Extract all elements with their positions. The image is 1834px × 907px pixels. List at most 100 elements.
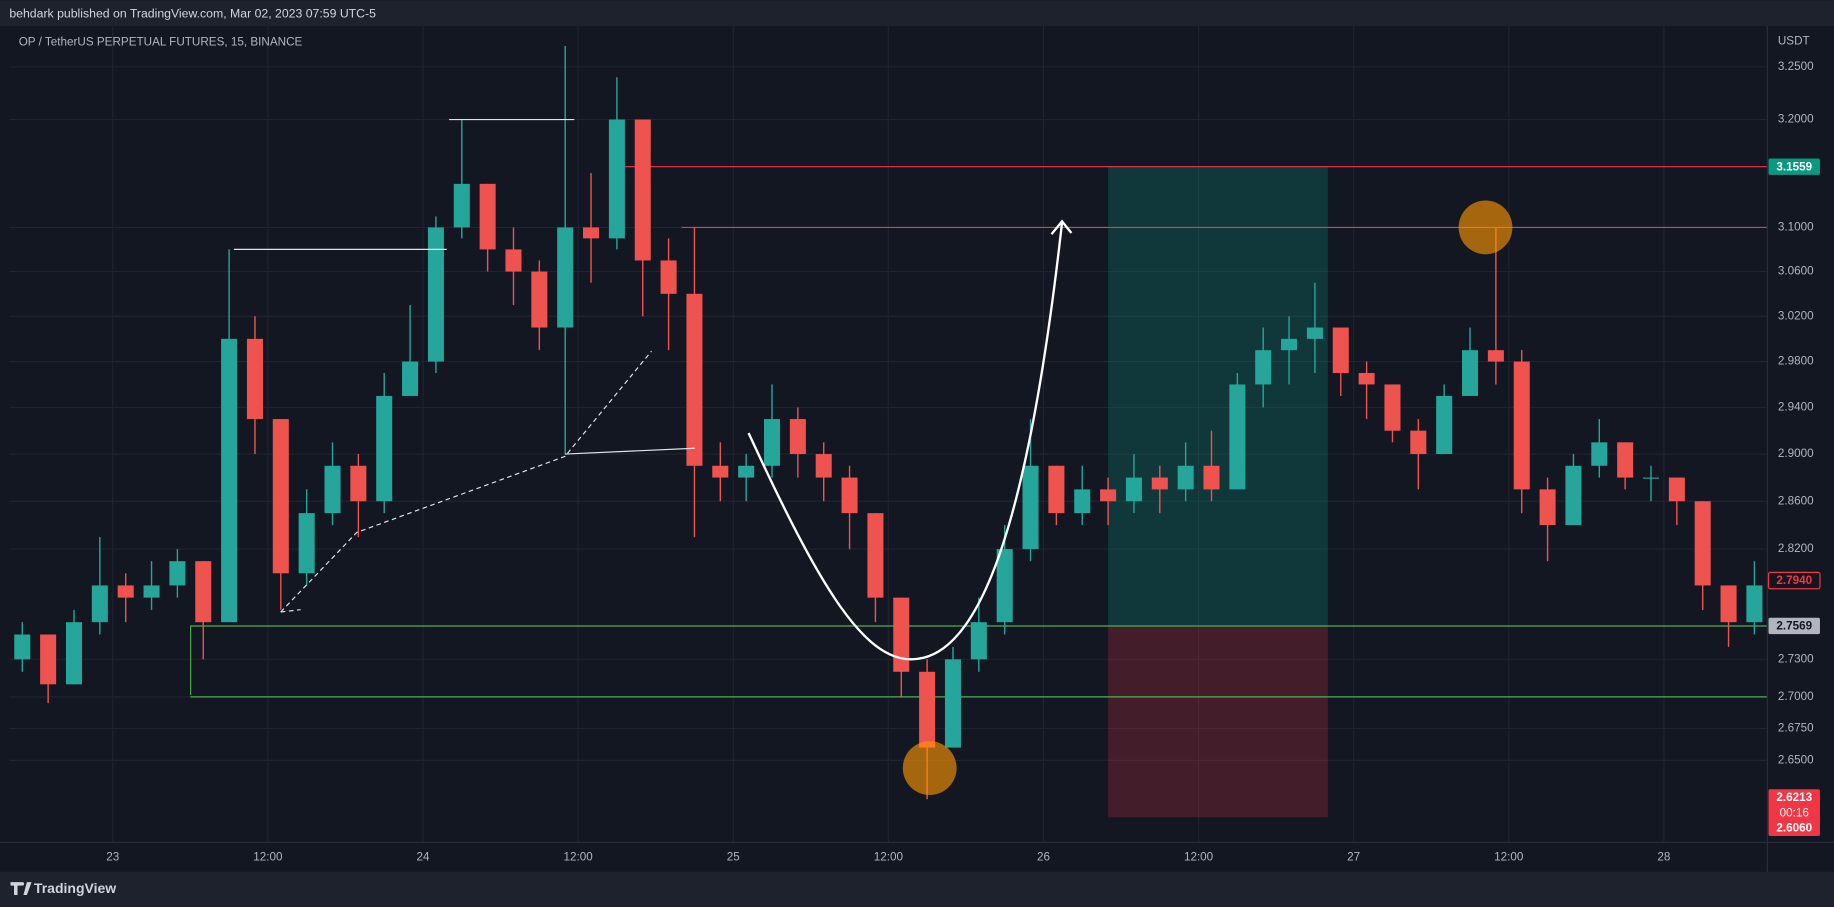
price-badge (1768, 617, 1820, 635)
profit-zone (1108, 166, 1328, 626)
candle-body (1125, 477, 1142, 502)
candle-body (246, 338, 263, 420)
candle-body (763, 419, 781, 466)
candles (14, 45, 1763, 800)
candle-body (1177, 465, 1194, 490)
y-tick-label: 2.8200 (1778, 542, 1814, 555)
y-tick-label: 2.9800 (1778, 355, 1814, 368)
price-badge-label: 2.7569 (1776, 620, 1812, 633)
header-bar (0, 0, 1834, 26)
candle-body (1668, 477, 1685, 502)
dashed-line (280, 609, 301, 613)
candle-body (841, 477, 858, 514)
x-tick-label: 28 (1657, 851, 1670, 864)
symbol-title: OP / TetherUS PERPETUAL FUTURES, 15, BIN… (19, 35, 303, 48)
candle-body (1436, 395, 1453, 455)
x-tick-label: 12:00 (874, 851, 904, 864)
y-tick-label: 3.2000 (1778, 113, 1814, 126)
candle-body (14, 634, 31, 660)
candle-body (143, 585, 160, 598)
x-tick-label: 27 (1347, 851, 1360, 864)
candle-body (1410, 430, 1427, 455)
candle-body (1306, 327, 1323, 339)
y-tick-label: 2.8600 (1778, 494, 1814, 507)
y-tick-label: 3.0600 (1778, 265, 1814, 278)
y-tick-label: 2.9400 (1778, 401, 1814, 414)
candle-body (893, 597, 910, 672)
candle-body (1462, 350, 1479, 396)
candle-body (1539, 489, 1556, 526)
candle-body (660, 260, 677, 294)
price-badge (1767, 571, 1821, 590)
candle-body (608, 119, 625, 239)
candle-body (557, 227, 574, 328)
candle-body (1591, 442, 1608, 466)
candle-body (919, 671, 936, 748)
y-tick-label: 2.7000 (1778, 690, 1814, 703)
candle-body (1281, 338, 1298, 351)
structure-lines (233, 118, 1073, 661)
candle-body (1513, 361, 1530, 490)
footer-brand: TradingView (34, 880, 116, 896)
candle-body (1255, 350, 1272, 385)
x-tick-label: 12:00 (563, 851, 593, 864)
candle-body (867, 513, 884, 598)
candle-body (1384, 384, 1401, 431)
candle-body (1332, 327, 1349, 373)
x-tick-label: 26 (1037, 851, 1050, 864)
candle-body (402, 361, 419, 396)
candle-body (40, 634, 57, 685)
x-tick-label: 25 (727, 851, 741, 864)
candle-body (1048, 465, 1065, 514)
y-tick-label: 3.2500 (1778, 60, 1814, 73)
price-badge-label: 3.1559 (1776, 160, 1812, 173)
candle-body (350, 465, 367, 502)
countdown-badge (1768, 804, 1820, 821)
candle-body (453, 183, 470, 228)
y-tick-label: 2.7300 (1778, 652, 1814, 665)
markers (902, 200, 1513, 795)
x-tick-label: 12:00 (253, 851, 283, 864)
candle-body (1694, 501, 1711, 586)
header-text: behdark published on TradingView.com, Ma… (9, 7, 376, 21)
candle-body (1617, 442, 1634, 478)
price-badge (1768, 819, 1820, 836)
candle-body (634, 119, 651, 261)
candle-body (479, 183, 496, 250)
y-tick-label: 2.9000 (1778, 447, 1814, 460)
candle-body (531, 271, 548, 328)
drawings (190, 166, 1768, 818)
candle-body (427, 227, 444, 362)
price-badge (1768, 789, 1820, 806)
candle-body (65, 622, 83, 685)
candle-body (712, 465, 729, 478)
price-badge (1768, 158, 1820, 175)
arrow-head (1050, 219, 1073, 235)
candle-body (272, 419, 289, 574)
candle-body (117, 585, 134, 598)
projection-arrow (747, 222, 1064, 661)
candle-body (1022, 465, 1039, 550)
x-tick-label: 12:00 (1494, 851, 1524, 864)
y-tick-label: 3.0200 (1778, 309, 1814, 322)
candle-body (1487, 350, 1504, 362)
candle-body (1074, 489, 1091, 514)
x-tick-label: 23 (106, 851, 119, 864)
candle-body (195, 561, 212, 623)
structure-line (564, 447, 695, 455)
candle-body (505, 249, 522, 272)
logo-icon (10, 881, 32, 896)
candle-body (970, 622, 987, 660)
candle-body (789, 419, 806, 455)
loss-zone (1108, 625, 1328, 818)
candle-body (944, 659, 961, 748)
price-badge-label: 2.6060 (1776, 821, 1812, 834)
candle-body (1100, 489, 1117, 502)
price-badge-label: 2.6213 (1776, 791, 1812, 804)
price-badge-label: 2.7940 (1776, 574, 1812, 587)
candle-body (686, 293, 703, 466)
axis-labels: 3.2500 3.2000 3.1000 3.0600 3.0200 2.9800 2.94… (106, 60, 1821, 864)
y-axis-label: USDT (1778, 34, 1810, 47)
x-tick-label: 24 (416, 851, 430, 864)
